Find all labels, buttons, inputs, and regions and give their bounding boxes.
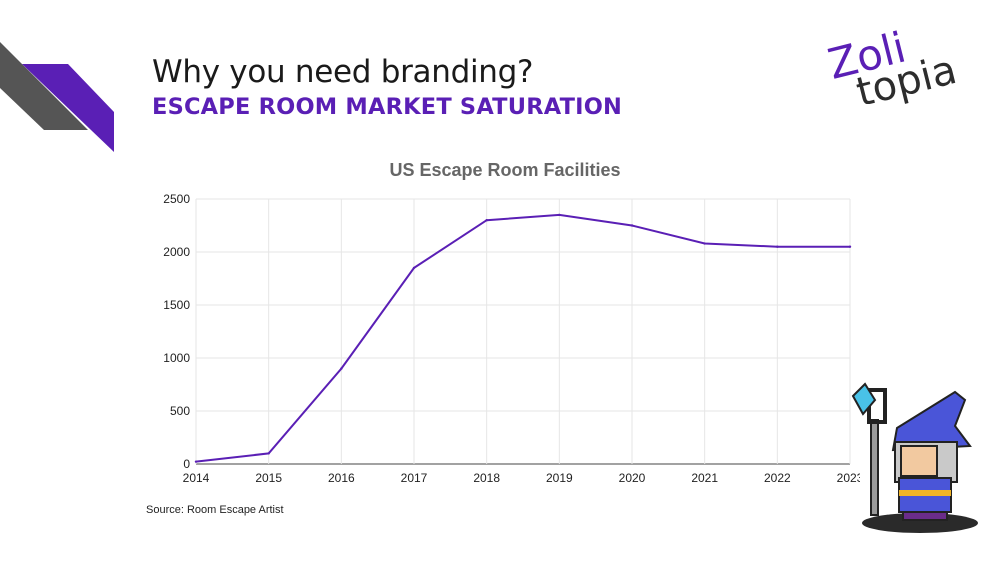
gray-stripe xyxy=(0,42,88,130)
data-point xyxy=(194,460,198,463)
wizard-face xyxy=(900,445,938,477)
data-point xyxy=(848,245,852,248)
y-tick-label: 0 xyxy=(183,457,190,471)
y-tick-label: 2500 xyxy=(163,192,190,206)
data-point xyxy=(485,219,488,222)
series-layer xyxy=(194,213,852,463)
zolitopia-logo: Zoli topia xyxy=(823,23,985,130)
staff-pole xyxy=(870,419,879,516)
data-point xyxy=(558,213,561,217)
chart-grid xyxy=(195,198,851,465)
purple-stripe xyxy=(22,64,114,152)
x-axis: 2014 2015 2016 2017 2018 2019 2020 2021 2022 2023 xyxy=(183,471,860,485)
x-tick-label: 2023 xyxy=(837,471,860,485)
y-tick-label: 500 xyxy=(170,404,190,418)
data-point xyxy=(630,224,634,227)
wizard-boots xyxy=(902,511,948,521)
wizard-hat xyxy=(891,390,972,452)
wizard-belt xyxy=(899,490,951,496)
slide-title: Why you need branding? xyxy=(152,54,534,90)
x-tick-label: 2017 xyxy=(401,471,428,485)
series-line xyxy=(195,213,850,463)
data-point xyxy=(340,367,343,370)
y-tick-label: 2000 xyxy=(163,245,190,259)
mascot-shadow xyxy=(862,513,978,533)
x-tick-label: 2018 xyxy=(473,471,500,485)
x-tick-label: 2016 xyxy=(328,471,355,485)
x-tick-label: 2022 xyxy=(764,471,791,485)
x-tick-label: 2015 xyxy=(255,471,282,485)
wizard-mascot xyxy=(851,382,978,533)
x-tick-label: 2021 xyxy=(691,471,718,485)
staff-gem xyxy=(851,382,877,416)
data-point xyxy=(267,452,270,455)
slide-subtitle: ESCAPE ROOM MARKET SATURATION xyxy=(152,94,623,120)
x-tick-label: 2019 xyxy=(546,471,573,485)
y-tick-label: 1500 xyxy=(163,298,190,312)
chart-title: US Escape Room Facilities xyxy=(389,160,620,180)
data-point xyxy=(412,266,416,270)
data-point xyxy=(776,245,779,248)
x-tick-label: 2020 xyxy=(619,471,646,485)
x-tick-label: 2014 xyxy=(183,471,210,485)
line-chart: US Escape Room Facilities 0 500 1000 1500 20… xyxy=(163,160,860,485)
corner-decoration xyxy=(0,42,114,152)
source-note: Source: Room Escape Artist xyxy=(146,504,284,516)
data-point xyxy=(703,242,706,245)
y-tick-label: 1000 xyxy=(163,351,190,365)
y-axis: 0 500 1000 1500 2000 2500 xyxy=(163,192,190,471)
